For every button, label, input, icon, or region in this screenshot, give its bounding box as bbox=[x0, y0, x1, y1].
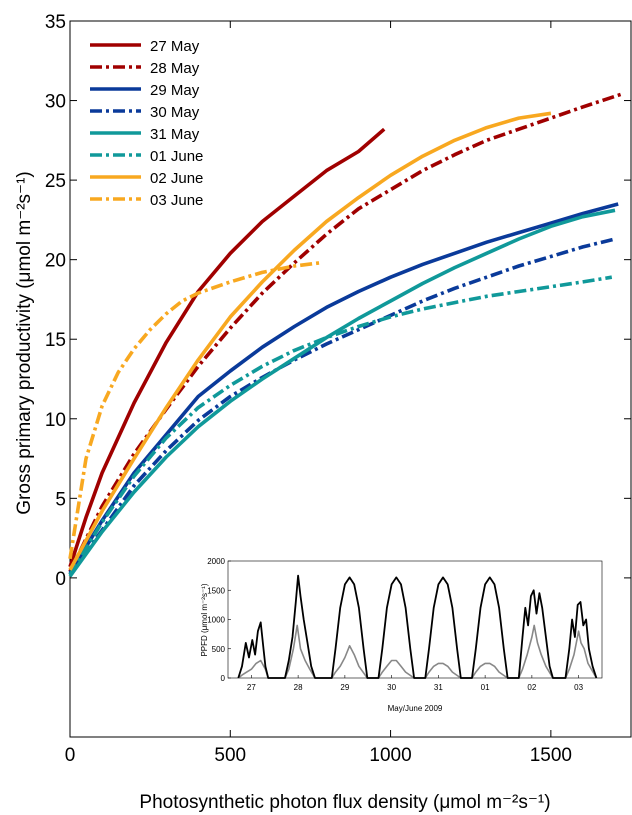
legend-label-03-june: 03 June bbox=[150, 192, 203, 209]
legend-label-02-june: 02 June bbox=[150, 170, 203, 187]
y-tick-label: 20 bbox=[45, 251, 66, 272]
x-tick-label: 0 bbox=[65, 745, 76, 766]
inset-x-tick-label: 29 bbox=[340, 683, 349, 692]
legend-label-30-may: 30 May bbox=[150, 104, 200, 121]
series-line-27-may bbox=[68, 127, 386, 568]
legend-label-31-may: 31 May bbox=[150, 126, 200, 143]
y-tick-label: 30 bbox=[45, 92, 66, 113]
inset-series-layer bbox=[237, 574, 598, 679]
legend-label-01-june: 01 June bbox=[150, 148, 203, 165]
inset-y-tick-label: 1500 bbox=[207, 586, 225, 595]
series-line-01-june bbox=[68, 275, 613, 576]
x-axis-title: Photosynthetic photon flux density (μmol… bbox=[139, 792, 550, 813]
y-tick-label: 15 bbox=[45, 330, 66, 351]
legend-label-27-may: 27 May bbox=[150, 38, 200, 55]
inset-x-tick-label: 31 bbox=[434, 683, 443, 692]
inset-y-tick-label: 2000 bbox=[207, 557, 225, 566]
series-line-02-june bbox=[68, 111, 552, 571]
series-line-03-june bbox=[68, 261, 321, 560]
inset-ticks-layer: 27 28 29 30 31 01 02 03 0 500 1000 1500 2000 bbox=[207, 557, 583, 692]
y-axis-title: Gross primary productivity (μmol m⁻²s⁻¹) bbox=[14, 171, 35, 514]
y-tick-label: 35 bbox=[45, 12, 66, 33]
inset-y-tick-label: 0 bbox=[221, 674, 226, 683]
inset-plot: 27 28 29 30 31 01 02 03 0 500 1000 1500 2000 May/Jun… bbox=[200, 557, 603, 713]
series-line-29-may bbox=[68, 202, 619, 575]
series-line-31-may bbox=[68, 208, 616, 578]
inset-series-black bbox=[237, 574, 598, 679]
main-series-layer bbox=[68, 92, 622, 578]
inset-x-tick-label: 30 bbox=[387, 683, 396, 692]
inset-x-tick-label: 27 bbox=[247, 683, 256, 692]
inset-plot-frame bbox=[227, 560, 603, 679]
x-tick-label: 1000 bbox=[369, 745, 411, 766]
inset-x-tick-label: 02 bbox=[527, 683, 536, 692]
legend-label-29-may: 29 May bbox=[150, 82, 200, 99]
inset-y-axis-title: PPFD (μmol m⁻²s⁻¹) bbox=[200, 583, 209, 656]
inset-y-tick-label: 500 bbox=[212, 645, 226, 654]
inset-y-tick-label: 1000 bbox=[207, 616, 225, 625]
legend-label-28-may: 28 May bbox=[150, 60, 200, 77]
y-tick-label: 0 bbox=[55, 569, 66, 590]
legend: 27 May 28 May 29 May 30 May 31 May 01 June 02 … bbox=[90, 38, 203, 209]
inset-x-tick-label: 03 bbox=[574, 683, 583, 692]
y-tick-label: 10 bbox=[45, 410, 66, 431]
main-ticks-layer: 0 500 1000 1500 0 5 10 15 20 25 30 35 bbox=[45, 12, 631, 766]
inset-x-tick-label: 01 bbox=[481, 683, 490, 692]
inset-x-tick-label: 28 bbox=[294, 683, 303, 692]
series-line-30-may bbox=[68, 237, 616, 576]
inset-x-axis-title: May/June 2009 bbox=[388, 704, 443, 713]
y-tick-label: 25 bbox=[45, 171, 66, 192]
x-tick-label: 1500 bbox=[530, 745, 572, 766]
x-tick-label: 500 bbox=[214, 745, 246, 766]
y-tick-label: 5 bbox=[55, 489, 66, 510]
